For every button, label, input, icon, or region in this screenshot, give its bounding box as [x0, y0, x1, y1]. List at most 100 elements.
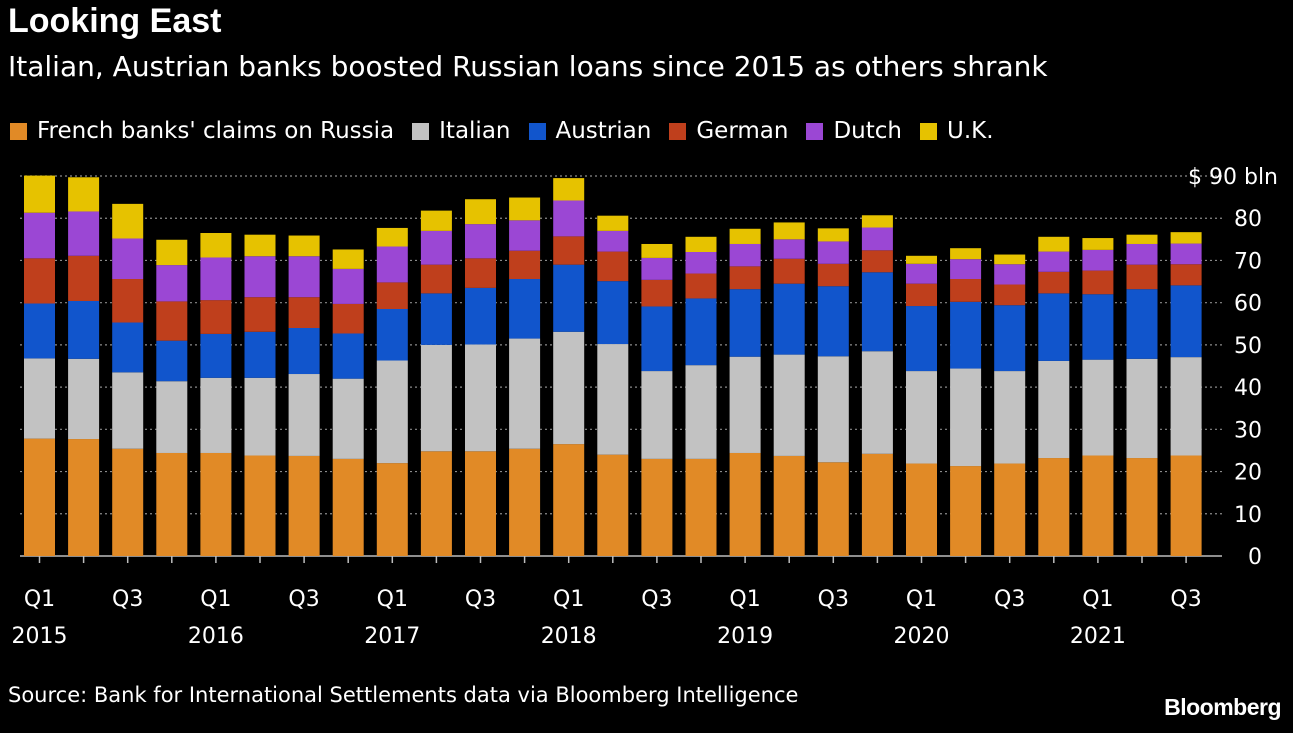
bar-segment: [1038, 293, 1070, 361]
bar-segment: [200, 257, 232, 301]
bar-segment: [861, 272, 893, 352]
x-tick-label-quarter: Q1: [553, 587, 584, 612]
bar-segment: [332, 333, 364, 379]
bar-segment: [597, 215, 629, 231]
bar-segment: [729, 243, 761, 267]
bar-segment: [553, 444, 585, 556]
bar-segment: [244, 377, 276, 456]
bar-segment: [906, 255, 937, 264]
bar-segment: [729, 356, 761, 453]
bar-segment: [1038, 236, 1070, 252]
bar-segment: [376, 227, 408, 247]
bar-segment: [68, 300, 100, 359]
bar-segment: [1126, 264, 1158, 290]
bar-segment: [509, 338, 541, 449]
bar-segment: [1082, 294, 1114, 360]
bar-segment: [376, 463, 408, 556]
x-tick-label-quarter: Q1: [729, 587, 760, 612]
bar-segment: [950, 368, 982, 467]
bar-segment: [906, 283, 937, 307]
bar-segment: [641, 257, 673, 280]
x-tick-label-year: 2021: [1070, 624, 1126, 649]
legend: French banks' claims on Russia Italian Aus…: [10, 116, 1012, 146]
bar-segment: [773, 239, 805, 259]
bar-segment: [1038, 271, 1070, 294]
bar-segment: [244, 297, 276, 332]
legend-item: U.K.: [919, 118, 994, 144]
bar-segment: [288, 455, 320, 556]
bar-segment: [465, 287, 496, 345]
bar-segment: [817, 286, 849, 357]
bar-segment: [950, 279, 982, 302]
bar-segment: [553, 200, 585, 237]
bar-segment: [553, 236, 585, 265]
bar-segment: [1170, 455, 1202, 556]
bar-segment: [332, 378, 364, 459]
bar-segment: [200, 300, 232, 334]
legend-label: U.K.: [946, 118, 994, 144]
x-tick-label-year: 2016: [188, 624, 244, 649]
bar-segment: [641, 306, 673, 372]
bar-segment: [1126, 358, 1158, 459]
bar-segment: [641, 243, 673, 258]
bar-segment: [244, 331, 276, 378]
bar-segment: [597, 454, 629, 556]
bar-segment: [112, 448, 144, 556]
bar-segment: [156, 381, 188, 453]
x-axis-ticks: Q1 2015 Q3 Q1 2016 Q3 Q1 2017 Q3 Q1 2018 Q3 Q1 2019 Q3…: [12, 556, 1202, 649]
bar-segment: [68, 177, 100, 212]
bar-segment: [950, 301, 982, 369]
x-tick-label-quarter: Q3: [465, 587, 496, 612]
x-tick-label-quarter: Q1: [1082, 587, 1113, 612]
y-tick-label: 30: [1234, 418, 1262, 443]
x-tick-label-quarter: Q3: [641, 587, 672, 612]
bar-segment: [773, 354, 805, 456]
y-tick-label: 40: [1234, 376, 1262, 401]
y-tick-label: $ 90 bln: [1188, 165, 1278, 190]
bar-segment: [1038, 458, 1070, 556]
bar-segment: [906, 463, 937, 556]
bar-segment: [906, 263, 937, 284]
bar-segment: [465, 258, 496, 288]
bar-segment: [1170, 357, 1202, 456]
x-tick-label-quarter: Q3: [994, 587, 1025, 612]
bar-segment: [509, 250, 541, 280]
bar-segment: [1170, 243, 1202, 265]
bar-segment: [420, 451, 452, 556]
bar-segment: [773, 222, 805, 240]
bar-segment: [200, 377, 232, 453]
bar-segment: [68, 439, 100, 556]
legend-label: Italian: [439, 118, 511, 144]
bar-segment: [200, 233, 232, 258]
bar-segment: [773, 283, 805, 355]
bar-segment: [994, 284, 1026, 306]
bar-segment: [1082, 359, 1114, 456]
bar-segment: [332, 303, 364, 334]
bar-segment: [597, 251, 629, 282]
bar-segment: [200, 333, 232, 378]
bar-segment: [773, 455, 805, 556]
legend-label: German: [696, 118, 789, 144]
bar-segment: [465, 344, 496, 452]
bar-segment: [994, 305, 1026, 372]
bar-segment: [112, 203, 144, 239]
bar-segment: [597, 344, 629, 455]
bar-segment: [24, 303, 55, 359]
bar-segment: [509, 220, 541, 251]
legend-item: German: [669, 118, 788, 144]
bar-segment: [861, 250, 893, 273]
bar-segment: [244, 455, 276, 556]
bar-segment: [729, 289, 761, 357]
bar-segment: [773, 258, 805, 284]
bar-segment: [685, 252, 717, 274]
x-tick-label-year: 2018: [541, 624, 597, 649]
bar-segment: [112, 322, 144, 373]
bar-segment: [861, 351, 893, 454]
bar-segment: [509, 448, 541, 556]
bar-segment: [685, 365, 717, 459]
bar-segment: [376, 246, 408, 283]
legend-swatch: [528, 122, 546, 140]
x-tick-label-quarter: Q3: [288, 587, 319, 612]
bar-segment: [950, 259, 982, 280]
bar-segment: [24, 175, 55, 213]
